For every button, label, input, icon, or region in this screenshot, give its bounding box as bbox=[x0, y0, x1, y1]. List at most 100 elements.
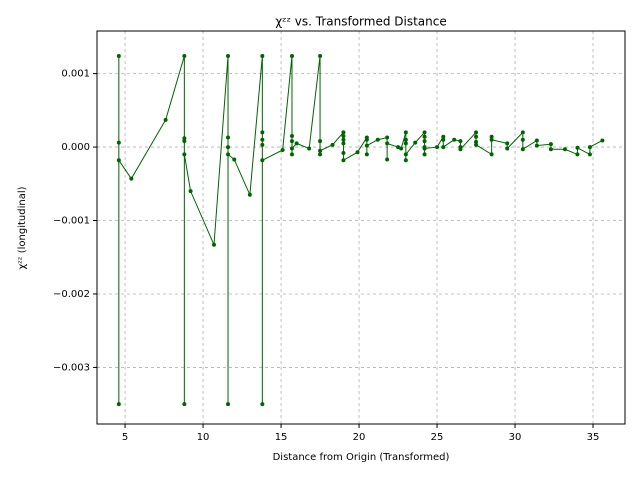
marker bbox=[474, 139, 479, 144]
marker bbox=[116, 53, 121, 58]
y-tick-label: −0.003 bbox=[53, 362, 90, 373]
marker bbox=[116, 158, 121, 163]
marker bbox=[458, 147, 463, 152]
marker bbox=[341, 137, 346, 142]
marker bbox=[330, 142, 335, 147]
marker bbox=[489, 137, 494, 142]
marker bbox=[520, 130, 525, 135]
marker bbox=[289, 146, 294, 151]
marker bbox=[534, 143, 539, 148]
marker bbox=[385, 135, 390, 140]
marker bbox=[226, 402, 231, 407]
marker bbox=[364, 143, 369, 148]
marker bbox=[182, 136, 187, 141]
marker bbox=[399, 146, 404, 151]
marker bbox=[182, 139, 187, 144]
marker bbox=[403, 141, 408, 146]
marker bbox=[575, 145, 580, 150]
marker bbox=[474, 130, 479, 135]
marker bbox=[211, 242, 216, 247]
marker bbox=[587, 145, 592, 150]
marker bbox=[341, 134, 346, 139]
marker bbox=[534, 138, 539, 143]
marker bbox=[364, 152, 369, 157]
marker bbox=[260, 53, 265, 58]
marker bbox=[375, 137, 380, 142]
plot-frame bbox=[96, 30, 626, 425]
x-tick-label: 35 bbox=[587, 432, 600, 443]
marker bbox=[226, 53, 231, 58]
marker bbox=[548, 142, 553, 147]
marker bbox=[116, 140, 121, 145]
marker bbox=[260, 137, 265, 142]
marker bbox=[260, 130, 265, 135]
marker bbox=[318, 152, 323, 157]
marker bbox=[188, 189, 193, 194]
marker bbox=[403, 137, 408, 142]
y-tick-label: 0.000 bbox=[61, 142, 90, 153]
marker bbox=[341, 130, 346, 135]
y-tick-label: −0.002 bbox=[53, 289, 90, 300]
marker bbox=[441, 134, 446, 139]
marker bbox=[474, 134, 479, 139]
x-tick-label: 30 bbox=[509, 432, 522, 443]
marker bbox=[385, 141, 390, 146]
marker bbox=[458, 139, 463, 144]
marker bbox=[318, 148, 323, 153]
marker bbox=[489, 134, 494, 139]
x-tick-label: 25 bbox=[431, 432, 444, 443]
x-tick-label: 20 bbox=[353, 432, 366, 443]
marker bbox=[396, 145, 401, 150]
line bbox=[118, 55, 603, 405]
x-tick-label: 15 bbox=[275, 432, 288, 443]
marker bbox=[364, 137, 369, 142]
marker bbox=[422, 139, 427, 144]
marker bbox=[355, 150, 360, 155]
marker bbox=[163, 117, 168, 122]
marker bbox=[341, 141, 346, 146]
marker bbox=[422, 146, 427, 151]
x-tick-label: 10 bbox=[197, 432, 210, 443]
marker bbox=[341, 158, 346, 163]
marker bbox=[435, 145, 440, 150]
chart-title: χᶻᶻ vs. Transformed Distance bbox=[275, 15, 447, 29]
marker bbox=[474, 142, 479, 147]
marker bbox=[289, 53, 294, 58]
marker bbox=[116, 402, 121, 407]
marker bbox=[489, 152, 494, 157]
marker bbox=[341, 150, 346, 155]
y-tick-label: 0.001 bbox=[61, 69, 90, 80]
marker bbox=[289, 152, 294, 157]
marker bbox=[587, 152, 592, 157]
marker bbox=[307, 146, 312, 151]
marker bbox=[505, 146, 510, 151]
marker bbox=[422, 152, 427, 157]
marker bbox=[562, 147, 567, 152]
marker bbox=[575, 152, 580, 157]
marker bbox=[403, 158, 408, 163]
x-axis-label: Distance from Origin (Transformed) bbox=[273, 452, 450, 463]
marker bbox=[294, 141, 299, 146]
marker bbox=[129, 176, 134, 181]
marker bbox=[422, 130, 427, 135]
marker bbox=[289, 139, 294, 144]
marker bbox=[505, 141, 510, 146]
marker bbox=[403, 152, 408, 157]
marker bbox=[226, 152, 231, 157]
marker bbox=[226, 135, 231, 140]
marker bbox=[182, 402, 187, 407]
marker bbox=[182, 152, 187, 157]
marker bbox=[318, 53, 323, 58]
y-tick-label: −0.001 bbox=[53, 216, 90, 227]
marker bbox=[318, 139, 323, 144]
marker bbox=[260, 158, 265, 163]
y-axis-label: χᶻᶻ (longitudinal) bbox=[17, 186, 28, 269]
marker bbox=[441, 137, 446, 142]
marker bbox=[548, 147, 553, 152]
marker bbox=[289, 134, 294, 139]
marker bbox=[452, 137, 457, 142]
marker bbox=[260, 402, 265, 407]
marker bbox=[422, 134, 427, 139]
marker bbox=[182, 53, 187, 58]
